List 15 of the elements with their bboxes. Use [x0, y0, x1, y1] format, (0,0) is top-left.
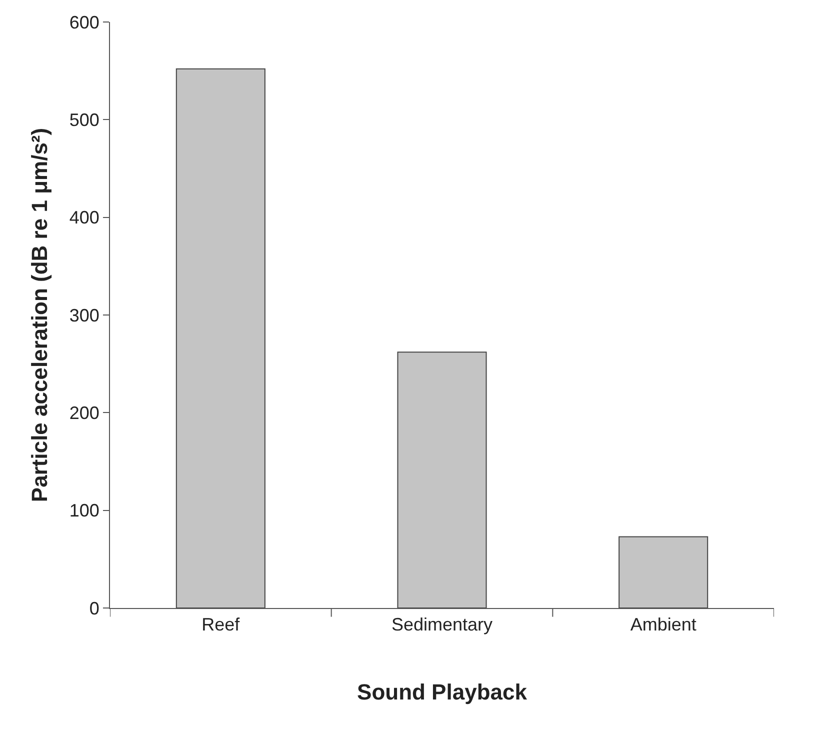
y-axis-title: Particle acceleration (dB re 1 μm/s²) [27, 128, 52, 502]
y-tick-label: 100 [69, 500, 100, 521]
x-tick-label: Reef [202, 614, 241, 635]
x-tick-label: Sedimentary [391, 614, 493, 635]
y-tick-label: 600 [69, 12, 100, 32]
x-axis-title: Sound Playback [357, 680, 528, 704]
bar [618, 536, 708, 608]
y-tick-label: 300 [69, 305, 100, 326]
bar [397, 352, 487, 608]
y-tick-label: 200 [69, 402, 100, 423]
bar [176, 68, 266, 608]
y-tick-label: 0 [89, 598, 100, 618]
y-tick-label: 400 [69, 208, 100, 228]
y-tick-label: 500 [69, 110, 100, 130]
x-tick-label: Ambient [630, 614, 696, 635]
